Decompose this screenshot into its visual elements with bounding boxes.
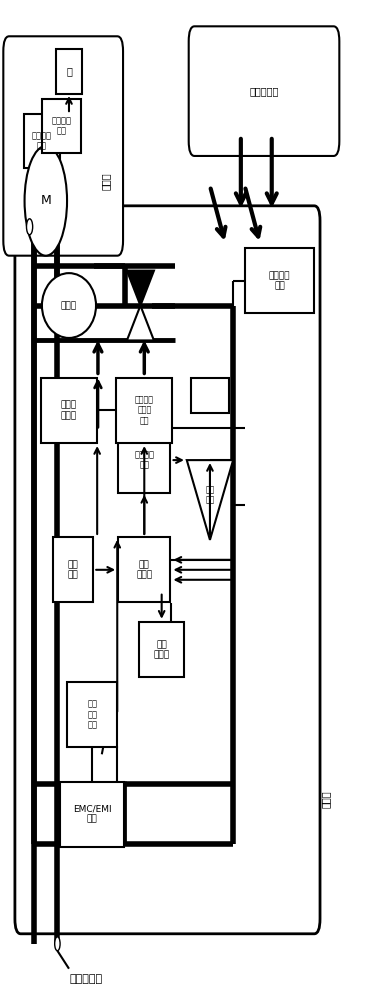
- Bar: [140, 622, 184, 677]
- Circle shape: [26, 219, 33, 235]
- Bar: [67, 682, 117, 747]
- Text: 过载保护
电路: 过载保护 电路: [134, 450, 154, 470]
- Bar: [191, 378, 229, 413]
- Circle shape: [55, 937, 60, 951]
- Bar: [53, 537, 93, 602]
- Ellipse shape: [42, 273, 96, 338]
- Bar: [60, 782, 124, 847]
- Circle shape: [25, 146, 67, 256]
- Bar: [42, 99, 81, 153]
- Text: 照明控制
电路: 照明控制 电路: [32, 131, 52, 151]
- Text: 灯: 灯: [66, 66, 72, 76]
- Bar: [118, 537, 170, 602]
- Text: 电源
电路: 电源 电路: [67, 560, 78, 580]
- Text: 电源输入端: 电源输入端: [70, 974, 103, 984]
- Text: 信号
指示灯: 信号 指示灯: [154, 640, 170, 659]
- Bar: [245, 248, 314, 313]
- Text: 触摸控制
电路: 触摸控制 电路: [51, 116, 71, 136]
- Text: 吸尘器: 吸尘器: [101, 172, 110, 190]
- Text: 过零
检测
电路: 过零 检测 电路: [87, 700, 97, 729]
- Text: EMC/EMI
电路: EMC/EMI 电路: [73, 804, 112, 824]
- Text: 红外遥控器: 红外遥控器: [249, 86, 279, 96]
- Polygon shape: [127, 306, 154, 340]
- Text: 交直流
转换器: 交直流 转换器: [61, 401, 77, 420]
- Bar: [118, 428, 170, 493]
- FancyBboxPatch shape: [15, 206, 320, 934]
- FancyBboxPatch shape: [4, 36, 123, 256]
- FancyBboxPatch shape: [189, 26, 339, 156]
- Text: 主电机: 主电机: [61, 301, 77, 310]
- Bar: [41, 378, 97, 443]
- Bar: [116, 378, 172, 443]
- Text: 红外接收
模块: 红外接收 模块: [269, 271, 290, 290]
- Text: 逻辑
处理器: 逻辑 处理器: [136, 560, 152, 580]
- Polygon shape: [187, 460, 233, 540]
- Bar: [56, 49, 82, 94]
- Bar: [24, 114, 60, 168]
- Text: 主机箱: 主机箱: [321, 790, 331, 808]
- Text: 双向晶闸
管驱动
电路: 双向晶闸 管驱动 电路: [135, 395, 154, 425]
- Polygon shape: [127, 271, 154, 306]
- Text: M: M: [40, 194, 51, 207]
- Text: 调速
电路: 调速 电路: [205, 485, 215, 505]
